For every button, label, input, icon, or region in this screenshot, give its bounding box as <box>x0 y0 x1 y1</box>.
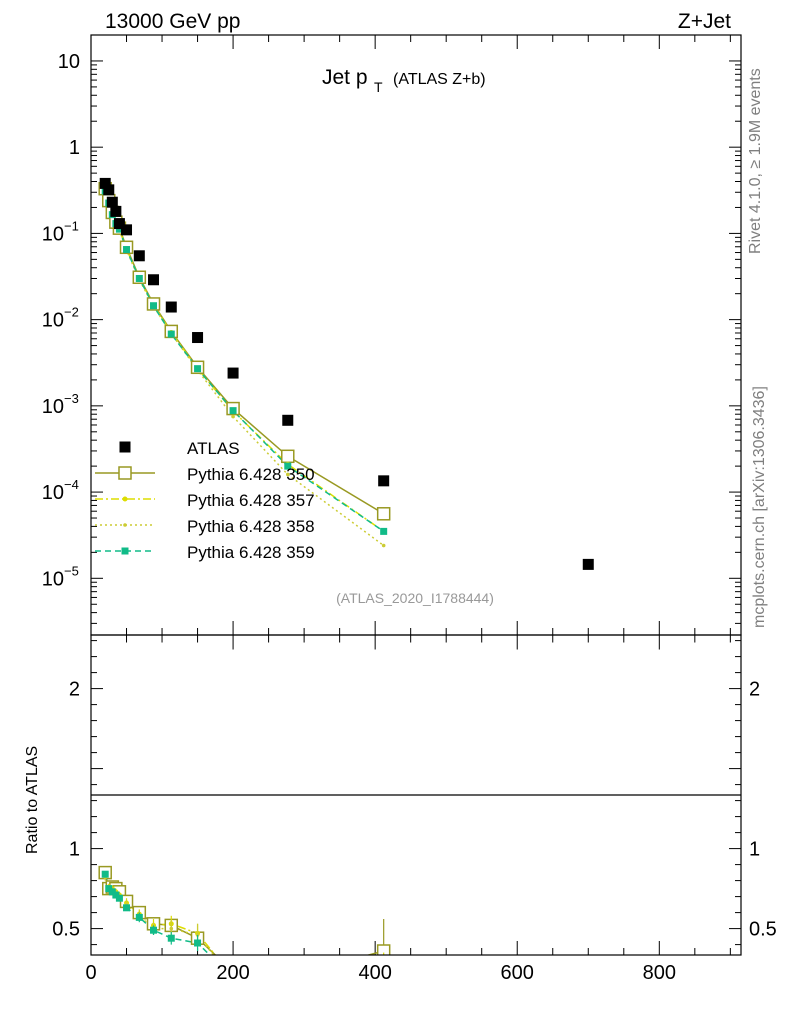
series-marker <box>167 330 175 338</box>
title: Jet p T (ATLAS Z+b) <box>322 66 486 95</box>
lower-axis-ticks: 0.5 0.5 1 1 2 2 <box>52 640 777 946</box>
data-point <box>148 274 160 286</box>
ratio-axis-label: Ratio to ATLAS <box>24 746 41 854</box>
y-tick-label: 10 <box>42 223 64 245</box>
ratio-marker <box>115 894 123 902</box>
series-marker <box>194 365 202 373</box>
legend-label-data: ATLAS <box>187 439 240 458</box>
series-marker <box>229 407 237 415</box>
legend: ATLAS Pythia 6.428 350 Pythia 6.428 357 Pyt… <box>95 439 315 562</box>
series-marker <box>381 543 386 548</box>
ratio-tick-label: 1 <box>69 839 80 861</box>
ratio-marker <box>376 944 391 955</box>
y-tick-label: 10 <box>42 396 64 418</box>
ratio-marker <box>123 904 131 912</box>
data-point <box>110 205 122 217</box>
ratio-marker <box>108 888 116 896</box>
y-tick-label: 1 <box>69 137 80 159</box>
legend-label: Pythia 6.428 350 <box>187 465 315 484</box>
legend-marker <box>122 496 128 502</box>
plot-title-main: Jet p <box>322 66 368 89</box>
series-marker <box>115 225 123 233</box>
y-tick-label: 10 <box>42 568 64 590</box>
ratio-marker <box>285 977 290 982</box>
y-tick-label: 10 <box>58 51 80 73</box>
analysis-label: (ATLAS_2020_I1788444) <box>336 590 494 606</box>
series-marker <box>376 507 391 521</box>
ratio-tick-label-right: 2 <box>749 679 760 701</box>
legend-label: Pythia 6.428 358 <box>187 517 315 536</box>
x-tick-label: 600 <box>501 962 534 984</box>
ratio-marker <box>167 934 175 942</box>
data-point <box>192 332 204 344</box>
y-tick-exponent: −3 <box>64 391 79 406</box>
rivet-label: Rivet 4.1.0, ≥ 1.9M events <box>747 68 764 254</box>
y-tick-exponent: −4 <box>64 477 79 492</box>
x-tick-label: 200 <box>216 962 249 984</box>
legend-label: Pythia 6.428 359 <box>187 543 315 562</box>
y-tick-label: 10 <box>42 310 64 332</box>
mcplots-label: mcplots.cern.ch [arXiv:1306.3436] <box>751 386 768 628</box>
data-point <box>378 475 390 487</box>
series-marker <box>123 246 131 254</box>
x-tick-label: 400 <box>358 962 391 984</box>
y-tick-label: 10 <box>42 482 64 504</box>
series-marker <box>284 462 292 470</box>
ratio-marker <box>150 926 158 934</box>
data-point <box>582 558 594 570</box>
series-marker <box>231 414 235 419</box>
legend-marker <box>118 466 132 480</box>
ratio-tick-label: 0.5 <box>52 919 80 941</box>
data-point <box>282 414 294 426</box>
plot-title-note: (ATLAS Z+b) <box>393 71 486 88</box>
y-tick-exponent: −1 <box>64 218 79 233</box>
data-points <box>99 177 594 570</box>
x-tick-label: 800 <box>643 962 676 984</box>
legend-label: Pythia 6.428 357 <box>187 491 315 510</box>
legend-marker-data <box>119 441 131 453</box>
x-tick-label: 0 <box>85 962 96 984</box>
data-point <box>133 250 145 262</box>
x-axis-ticks: 0 200 400 600 800 <box>85 35 731 984</box>
y-tick-exponent: −2 <box>64 305 79 320</box>
ratio-marker <box>105 885 113 893</box>
data-point <box>165 301 177 313</box>
ratio-marker <box>282 971 294 983</box>
ratio-tick-label: 2 <box>69 679 80 701</box>
data-point <box>121 224 133 236</box>
plot-title-subscript: T <box>374 79 383 95</box>
series-marker <box>281 449 295 464</box>
legend-marker <box>121 547 129 555</box>
series-marker <box>150 302 158 310</box>
data-point <box>113 218 125 230</box>
series-marker <box>135 274 143 282</box>
ratio-marker <box>101 870 109 878</box>
legend-marker <box>123 523 127 527</box>
ratio-tick-label-right: 1 <box>749 839 760 861</box>
ratio-marker <box>284 978 291 985</box>
series-marker <box>380 527 388 535</box>
ratio-layer <box>98 865 391 985</box>
ratio-tick-label-right: 0.5 <box>749 919 777 941</box>
ratio-marker <box>194 939 202 947</box>
ratio-marker <box>169 926 174 931</box>
y-tick-exponent: −5 <box>64 563 79 578</box>
header-right-label: Z+Jet <box>678 10 731 33</box>
series-marker <box>285 472 290 477</box>
data-point <box>99 177 111 189</box>
header-left-label: 13000 GeV pp <box>105 10 240 33</box>
ratio-marker <box>112 891 120 899</box>
ratio-marker <box>286 981 290 985</box>
data-point <box>103 184 115 196</box>
data-point <box>227 367 239 379</box>
data-point <box>106 196 118 208</box>
ratio-marker <box>135 913 143 921</box>
